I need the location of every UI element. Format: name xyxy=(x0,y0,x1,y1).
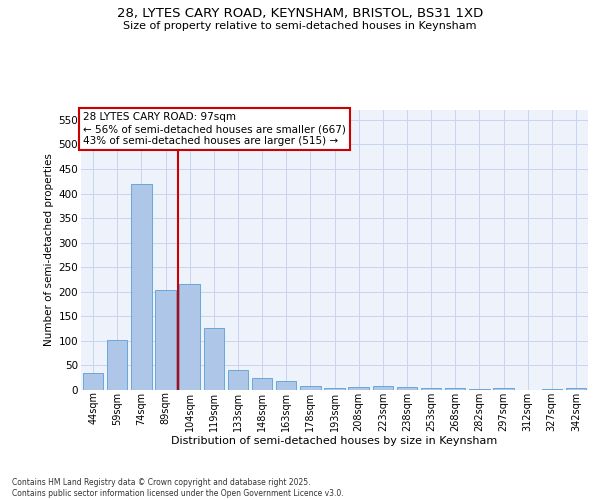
Bar xyxy=(276,380,296,390)
Bar xyxy=(155,290,176,390)
Bar xyxy=(324,388,345,390)
Text: Contains HM Land Registry data © Crown copyright and database right 2025.
Contai: Contains HM Land Registry data © Crown c… xyxy=(12,478,344,498)
Text: Size of property relative to semi-detached houses in Keynsham: Size of property relative to semi-detach… xyxy=(123,21,477,31)
Bar xyxy=(203,328,224,390)
Text: 28 LYTES CARY ROAD: 97sqm
← 56% of semi-detached houses are smaller (667)
43% of: 28 LYTES CARY ROAD: 97sqm ← 56% of semi-… xyxy=(83,112,346,146)
Bar xyxy=(300,386,320,390)
Bar xyxy=(373,386,393,390)
Text: 28, LYTES CARY ROAD, KEYNSHAM, BRISTOL, BS31 1XD: 28, LYTES CARY ROAD, KEYNSHAM, BRISTOL, … xyxy=(117,8,483,20)
Bar xyxy=(349,387,369,390)
Bar xyxy=(469,389,490,390)
Bar xyxy=(107,340,127,390)
Bar xyxy=(397,386,417,390)
Bar xyxy=(566,388,586,390)
Bar xyxy=(83,373,103,390)
Bar xyxy=(179,284,200,390)
Bar xyxy=(227,370,248,390)
Bar xyxy=(542,389,562,390)
Bar xyxy=(445,388,466,390)
Bar xyxy=(493,388,514,390)
Bar xyxy=(421,388,442,390)
Bar xyxy=(131,184,152,390)
X-axis label: Distribution of semi-detached houses by size in Keynsham: Distribution of semi-detached houses by … xyxy=(172,436,497,446)
Y-axis label: Number of semi-detached properties: Number of semi-detached properties xyxy=(44,154,55,346)
Bar xyxy=(252,378,272,390)
